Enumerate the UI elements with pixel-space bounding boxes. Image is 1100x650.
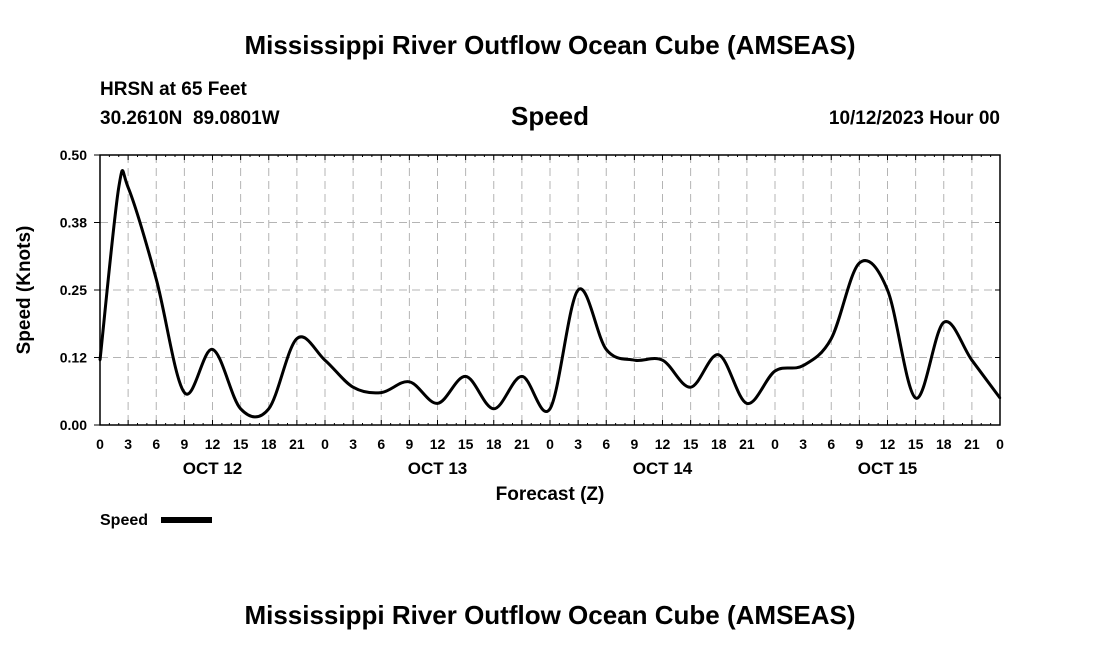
data-point — [239, 407, 242, 410]
data-point — [801, 364, 805, 367]
x-tick-label: 9 — [405, 436, 413, 452]
data-point — [970, 359, 974, 362]
data-point — [380, 391, 383, 394]
x-tick-label: 0 — [771, 436, 779, 452]
x-tick-label: 6 — [377, 436, 385, 452]
data-point — [745, 402, 749, 405]
x-tick-label: 15 — [458, 436, 474, 452]
data-point — [267, 407, 270, 410]
x-tick-label: 12 — [205, 436, 221, 452]
x-tick-label: 9 — [180, 436, 188, 452]
x-tick-label: 15 — [233, 436, 249, 452]
x-axis-label: Forecast (Z) — [496, 484, 605, 505]
x-tick-label: 0 — [96, 436, 104, 452]
day-label: OCT 12 — [183, 459, 243, 478]
station-label: HRSN at 65 Feet — [100, 79, 247, 100]
data-point — [155, 278, 158, 281]
x-tick-label: 12 — [430, 436, 446, 452]
x-tick-label: 18 — [486, 436, 502, 452]
x-tick-label: 18 — [261, 436, 277, 452]
x-tick-label: 3 — [349, 436, 357, 452]
chart-main-title: Mississippi River Outflow Ocean Cube (AM… — [244, 30, 855, 60]
data-point — [858, 261, 861, 265]
data-point — [436, 402, 439, 405]
data-point — [117, 186, 120, 189]
x-tick-label: 9 — [630, 436, 638, 452]
series-line-speed — [98, 169, 1002, 419]
data-point — [323, 359, 327, 362]
y-tick-label: 0.38 — [60, 215, 87, 231]
data-point — [886, 288, 889, 292]
forecast-date: 10/12/2023 Hour 00 — [829, 108, 1000, 129]
x-tick-label: 0 — [996, 436, 1004, 452]
y-tick-label: 0.12 — [60, 350, 87, 366]
x-tick-label: 18 — [936, 436, 952, 452]
x-tick-label: 6 — [152, 436, 160, 452]
data-point — [576, 288, 580, 292]
x-tick-label: 0 — [321, 436, 329, 452]
data-point — [914, 396, 917, 400]
day-label: OCT 14 — [633, 459, 693, 478]
x-tick-label: 18 — [711, 436, 727, 452]
plot-frame — [99, 154, 1001, 426]
data-point — [520, 375, 524, 378]
station-coords: 30.2610N 89.0801W — [100, 108, 280, 129]
data-point — [464, 375, 467, 378]
x-tick-label: 12 — [880, 436, 896, 452]
series-layer — [98, 169, 1002, 419]
data-point — [942, 321, 945, 324]
data-point — [661, 359, 664, 362]
x-tick-label: 3 — [574, 436, 582, 452]
x-tick-label: 15 — [908, 436, 924, 452]
data-point — [633, 359, 636, 362]
y-tick-label: 0.00 — [60, 417, 87, 433]
x-tick-label: 12 — [655, 436, 671, 452]
day-label: OCT 13 — [408, 459, 468, 478]
x-tick-label: 0 — [546, 436, 554, 452]
data-point — [295, 337, 299, 340]
data-point — [689, 386, 692, 389]
x-tick-label: 21 — [739, 436, 755, 452]
legend-swatch — [161, 517, 212, 523]
x-tick-label: 21 — [514, 436, 530, 452]
data-point — [548, 407, 552, 410]
data-point — [211, 348, 214, 351]
grid — [100, 155, 1000, 425]
y-tick-label: 0.50 — [60, 147, 87, 163]
footer-title: Mississippi River Outflow Ocean Cube (AM… — [244, 600, 855, 630]
data-point — [408, 380, 411, 383]
data-point — [773, 369, 777, 373]
x-tick-label: 9 — [855, 436, 863, 452]
chart-variable-title: Speed — [511, 101, 589, 131]
x-tick-label: 6 — [827, 436, 835, 452]
data-point — [492, 407, 495, 410]
x-tick-label: 3 — [799, 436, 807, 452]
x-tick-label: 3 — [124, 436, 132, 452]
day-label: OCT 15 — [858, 459, 918, 478]
data-point — [126, 186, 130, 189]
y-axis-label: Speed (Knots) — [14, 226, 35, 355]
x-tick-label: 21 — [289, 436, 305, 452]
x-tick-label: 6 — [602, 436, 610, 452]
data-point — [605, 348, 608, 351]
axis-labels: 0 3 6 9 12 15 18 21 0 3 6 9 12 15 18 21 0 3 6 9 12 15 18 21 0 3 6 9… — [60, 147, 1004, 478]
data-point — [351, 386, 355, 389]
x-tick-label: 15 — [683, 436, 699, 452]
y-tick-label: 0.25 — [60, 282, 87, 298]
data-point — [830, 337, 833, 340]
data-point — [717, 353, 720, 356]
x-tick-label: 21 — [964, 436, 980, 452]
data-point — [183, 391, 186, 394]
legend-label: Speed — [100, 512, 148, 529]
